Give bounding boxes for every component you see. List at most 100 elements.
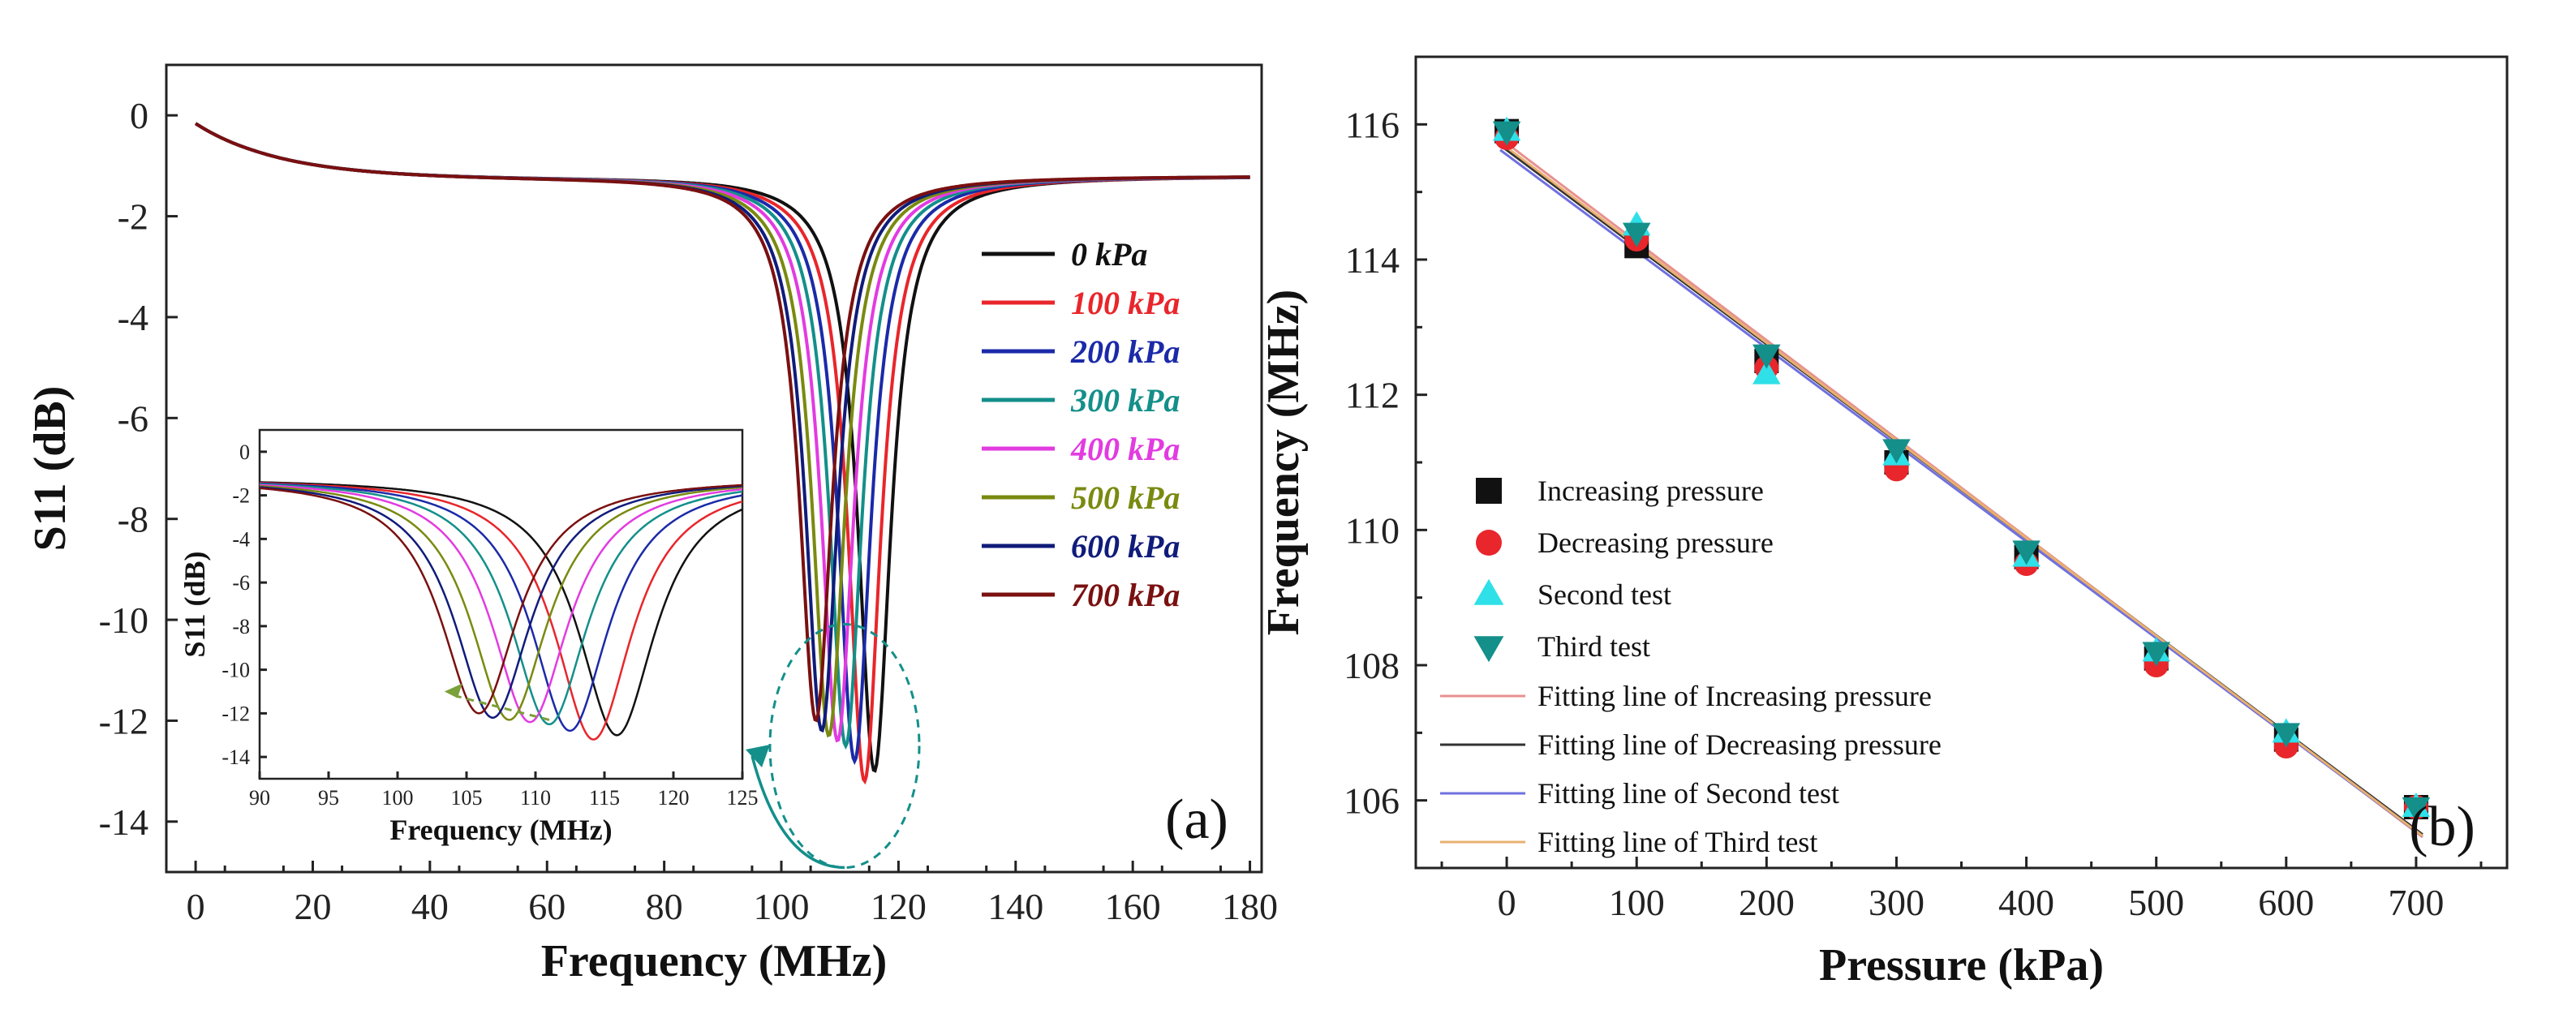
chart-a-ytick-label: 0 [130, 95, 148, 136]
chart-b-legend-fit-label: Fitting line of Decreasing pressure [1537, 728, 1942, 761]
chart-b-legend-fit-label: Fitting line of Third test [1537, 826, 1817, 858]
chart-a-inset-shift-arrowhead [444, 683, 462, 698]
chart-b-point [1492, 121, 1521, 146]
chart-b-xtick-label: 300 [1869, 882, 1924, 923]
chart-b-legend-marker [1476, 530, 1502, 556]
chart-b-point [2012, 540, 2041, 565]
chart-a-inset-ytick-label: -14 [221, 745, 250, 769]
chart-a-legend-label: 0 kPa [1071, 236, 1147, 273]
chart-a-inset-xtick-label: 120 [658, 786, 690, 810]
chart-b-point [1882, 439, 1911, 464]
chart-b-ytick-label: 108 [1344, 645, 1400, 686]
chart-b-xtick-label: 0 [1498, 882, 1516, 923]
chart-a-legend-label: 400 kPa [1070, 431, 1180, 467]
chart-b-xtick-label: 600 [2258, 882, 2314, 923]
chart-b-xtick-label: 200 [1739, 882, 1795, 923]
chart-a-inset-series-line [259, 484, 743, 720]
chart-b-ytick-label: 114 [1345, 239, 1400, 281]
chart-a-ticks: 0 20 40 60 80 100 120 140 160 180 0 -2 -4 -6 -8 -10 -12 -… [99, 95, 1278, 927]
chart-b-point [2142, 642, 2170, 667]
chart-a-ytick-label: -8 [118, 499, 148, 540]
chart-a-inset-ytick-label: -6 [232, 571, 250, 595]
chart-a-legend-label: 600 kPa [1071, 528, 1180, 565]
chart-a-xlabel: Frequency (MHz) [541, 936, 888, 986]
chart-b-ytick-label: 116 [1345, 104, 1400, 145]
chart-b-ylabel: Frequency (MHz) [1258, 290, 1309, 636]
chart-a-inset-series-line [259, 484, 743, 721]
chart-b-panel-label: (b) [2409, 796, 2475, 858]
chart-a-xtick-label: 120 [871, 886, 927, 927]
chart-a: 0 20 40 60 80 100 120 140 160 180 0 -2 -4 -6 -8 -10 -12 -… [25, 63, 1278, 986]
chart-a-inset-ytick-label: -10 [221, 659, 250, 682]
chart-b: 0 100 200 300 400 500 600 700 106 108 110 112 114 116… [1258, 55, 2509, 990]
chart-a-zoom-arrowhead [746, 745, 770, 767]
chart-a-legend: 0 kPa 100 kPa 200 kPa 300 kPa 400 kPa 500 kPa… [982, 236, 1180, 613]
chart-a-inset-xtick-label: 115 [589, 786, 620, 810]
chart-a-legend-label: 100 kPa [1071, 285, 1180, 321]
chart-a-inset: 90 95 100 105 110 115 120 125 0 -2 -4 -6 -8 -10 -12 -14… [178, 428, 759, 846]
chart-a-xtick-label: 0 [187, 886, 205, 927]
chart-a-inset-xtick-label: 90 [249, 786, 270, 810]
chart-b-legend-label: Decreasing pressure [1537, 526, 1774, 559]
chart-a-inset-ytick-label: -2 [232, 484, 250, 508]
chart-a-inset-ylabel: S11 (dB) [178, 551, 211, 657]
chart-a-legend-label: 200 kPa [1070, 333, 1180, 370]
chart-b-legend-fit-label: Fitting line of Second test [1537, 777, 1839, 810]
chart-a-ytick-label: -6 [118, 397, 148, 439]
chart-a-ytick-label: -4 [118, 297, 148, 338]
chart-b-legend-label: Increasing pressure [1537, 475, 1764, 507]
chart-b-legend: Increasing pressure Decreasing pressure Se… [1440, 475, 1942, 858]
chart-b-points [1492, 116, 2431, 822]
chart-b-legend-label: Third test [1537, 630, 1650, 663]
chart-a-xtick-label: 80 [646, 886, 683, 927]
chart-b-point [1752, 344, 1781, 369]
chart-a-zoom-ellipse [768, 623, 921, 870]
chart-a-inset-ytick-label: -4 [232, 527, 250, 551]
chart-b-ytick-label: 106 [1344, 780, 1400, 822]
chart-a-inset-xlabel: Frequency (MHz) [389, 814, 612, 846]
chart-a-inset-xtick-label: 110 [520, 786, 551, 810]
chart-a-xtick-label: 60 [528, 886, 566, 927]
chart-a-xtick-label: 180 [1222, 886, 1278, 927]
chart-a-inset-series-line [259, 482, 743, 733]
chart-a-plot-frame [165, 63, 1263, 874]
chart-a-ylabel: S11 (dB) [25, 386, 75, 552]
chart-b-point [2272, 723, 2301, 748]
chart-b-point [1752, 359, 1781, 385]
chart-a-xtick-label: 140 [987, 886, 1043, 927]
chart-a-zoom-arrow [750, 755, 845, 870]
chart-a-series-group [194, 122, 1250, 870]
chart-b-legend-marker [1473, 636, 1504, 663]
chart-a-inset-series-line [259, 483, 743, 724]
chart-b-ticks: 0 100 200 300 400 500 600 700 106 108 110 112 114 116 [1344, 55, 2483, 923]
chart-b-legend-marker [1476, 478, 1502, 504]
chart-b-xtick-label: 500 [2128, 882, 2184, 923]
chart-a-legend-label: 700 kPa [1071, 577, 1180, 613]
chart-a-xtick-label: 100 [754, 886, 810, 927]
chart-a-inset-ytick-label: -12 [221, 702, 250, 725]
chart-a-xtick-label: 160 [1105, 886, 1161, 927]
chart-a-inset-series-line [260, 481, 743, 737]
chart-a-inset-series-line [259, 483, 743, 715]
chart-a-ytick-label: -10 [99, 599, 148, 641]
chart-b-xtick-label: 400 [1998, 882, 2054, 923]
chart-a-xtick-label: 40 [411, 886, 449, 927]
chart-a-inset-series-line [259, 482, 743, 741]
chart-a-inset-xtick-label: 105 [451, 786, 483, 810]
chart-b-legend-label: Second test [1537, 578, 1671, 611]
chart-b-fit-lines [1499, 137, 2423, 839]
chart-b-xtick-label: 100 [1609, 882, 1665, 923]
chart-a-inset-shift-arrow [455, 694, 550, 721]
chart-a-inset-series-line [259, 483, 743, 726]
chart-b-ytick-label: 112 [1345, 375, 1400, 416]
chart-a-inset-xtick-label: 100 [382, 786, 414, 810]
chart-b-ytick-label: 110 [1345, 509, 1400, 551]
chart-b-legend-fit-label: Fitting line of Increasing pressure [1537, 680, 1932, 712]
chart-b-xtick-label: 700 [2388, 882, 2444, 923]
chart-a-inset-xtick-label: 125 [727, 786, 759, 810]
chart-a-ytick-label: -2 [118, 196, 148, 238]
chart-b-point [1622, 222, 1651, 247]
chart-b-xlabel: Pressure (kPa) [1819, 940, 2104, 990]
chart-a-ytick-label: -12 [99, 700, 148, 741]
